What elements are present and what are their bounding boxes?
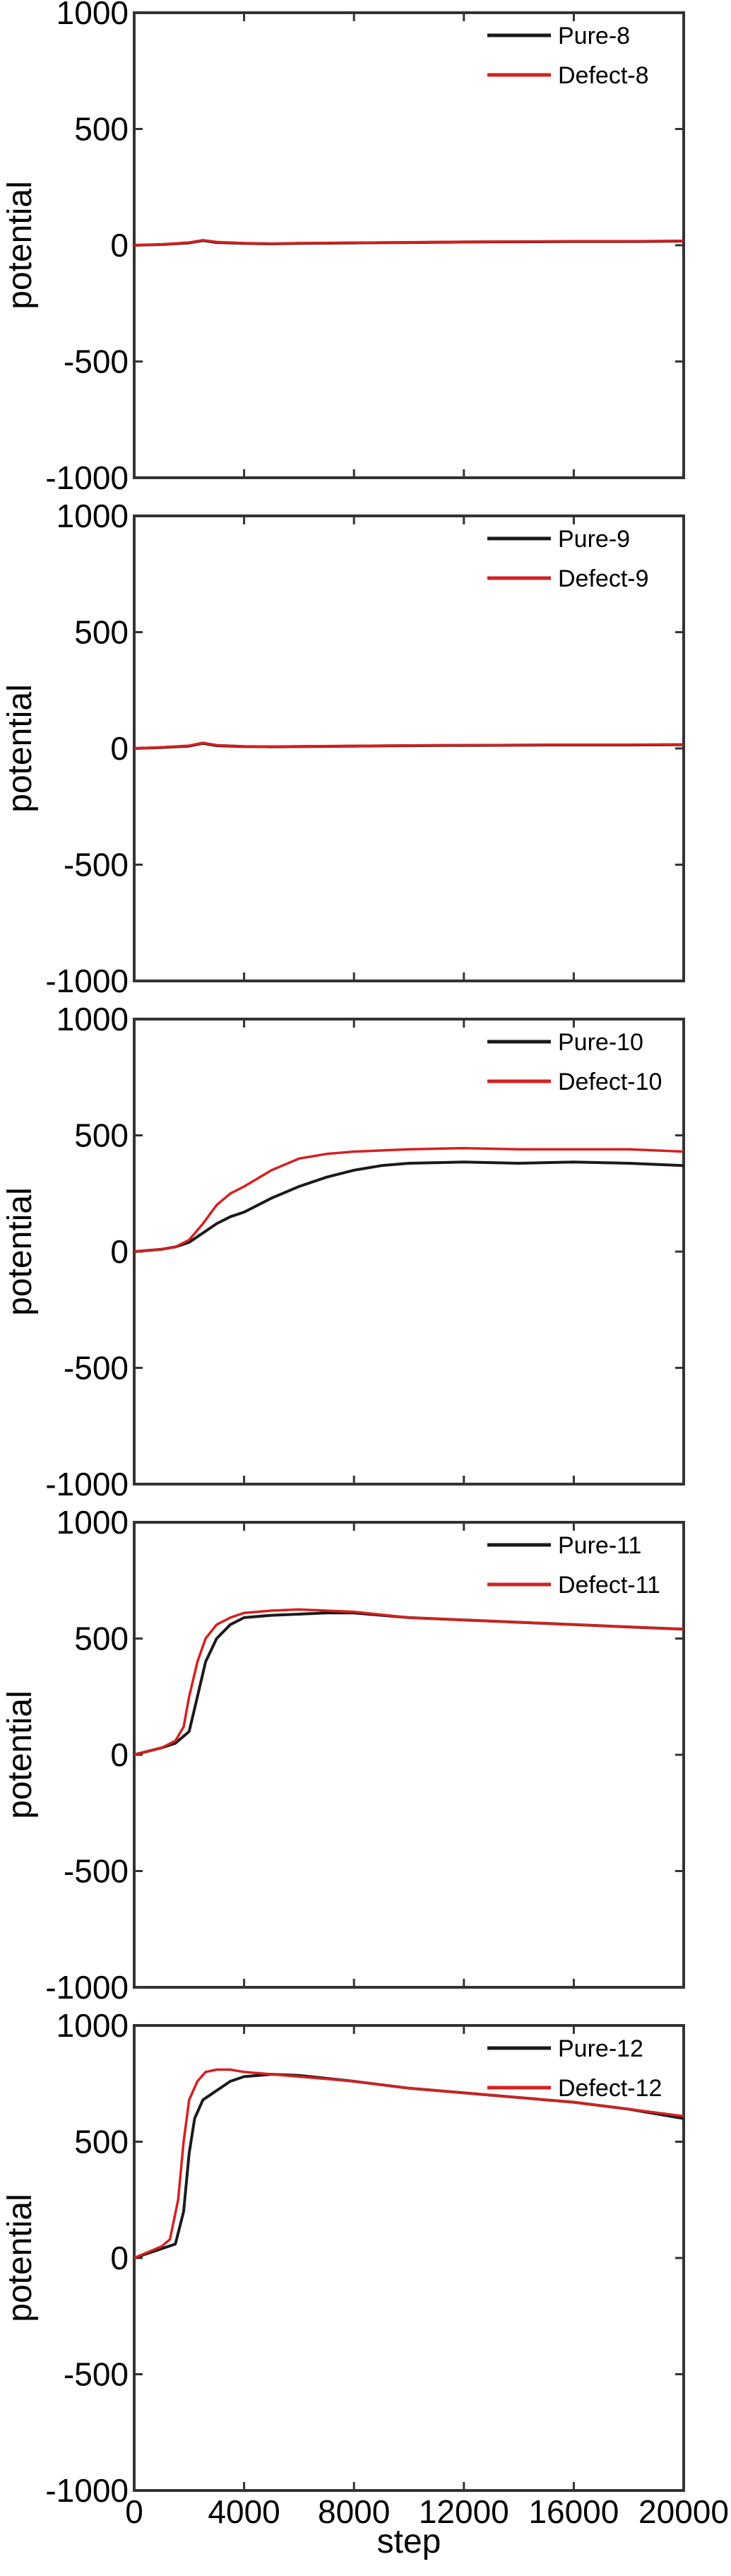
y-tick-label: -1000 (45, 459, 129, 496)
y-tick-label: -500 (64, 2356, 129, 2393)
chart-panel-4: -1000 -500 0 500 1000 potential Pure-11 Defect-… (1, 1504, 685, 2006)
legend-label: Defect-8 (558, 62, 649, 89)
y-tick-label: -500 (64, 1350, 129, 1387)
y-tick-label: -1000 (45, 963, 129, 999)
y-tick-label: -1000 (45, 1969, 129, 2006)
series-line-pure-11 (133, 1611, 684, 1756)
legend-label: Defect-9 (558, 565, 649, 592)
legend-label: Defect-10 (558, 1069, 662, 1095)
series-line-defect-9 (133, 741, 684, 750)
series-line-defect-8 (133, 239, 684, 247)
y-tick-label: -500 (64, 847, 129, 883)
x-tick-label: 20000 (638, 2493, 729, 2530)
series-line-defect-12 (133, 2068, 684, 2259)
legend-label: Pure-10 (558, 1029, 643, 1056)
legend-label: Pure-9 (558, 526, 630, 553)
x-tick-label: 0 (125, 2493, 143, 2530)
legend-label: Defect-12 (558, 2075, 662, 2102)
y-tick-label: -1000 (45, 1466, 129, 1502)
legend-label: Pure-8 (558, 23, 630, 49)
y-tick-label: -500 (64, 1853, 129, 1890)
y-tick-label: 0 (110, 730, 129, 767)
legend-label: Pure-12 (558, 2035, 643, 2062)
y-tick-label: 500 (74, 1117, 129, 1154)
y-tick-label: 1000 (57, 0, 129, 31)
y-tick-label: 500 (74, 2124, 129, 2160)
y-tick-label: 500 (74, 111, 129, 148)
x-axis-label: step (377, 2523, 441, 2560)
y-tick-label: 0 (110, 2240, 129, 2276)
legend-label: Defect-11 (558, 1572, 660, 1599)
x-tick-label: 4000 (208, 2493, 280, 2530)
y-axis-label: potential (1, 1690, 39, 1818)
y-tick-label: -500 (64, 343, 129, 380)
series-line-defect-10 (133, 1146, 684, 1253)
series-line-pure-12 (133, 2073, 684, 2259)
y-tick-label: 0 (110, 227, 129, 264)
y-axis-label: potential (1, 181, 39, 309)
chart-panel-1: -1000 -500 0 500 1000 potential Pure-8 Defect-8 (1, 0, 685, 496)
x-tick-label: 8000 (318, 2493, 390, 2530)
legend-label: Pure-11 (558, 1532, 641, 1559)
chart-panel-3: -1000 -500 0 500 1000 potential Pure-10 Defect-… (1, 1001, 685, 1502)
y-tick-label: 500 (74, 1621, 129, 1657)
y-tick-label: 0 (110, 1233, 129, 1270)
x-tick-label: 12000 (419, 2493, 509, 2530)
series-line-defect-11 (133, 1608, 684, 1756)
y-tick-label: 0 (110, 1736, 129, 1773)
y-tick-label: 500 (74, 614, 129, 651)
y-tick-label: -1000 (45, 2472, 129, 2509)
y-axis-label: potential (1, 684, 39, 812)
y-tick-label: 1000 (57, 1504, 129, 1541)
chart-panel-2: -1000 -500 0 500 1000 potential Pure-9 Defect-9 (1, 498, 685, 999)
y-tick-label: 1000 (57, 2007, 129, 2044)
y-axis-label: potential (1, 2194, 39, 2322)
y-tick-label: 1000 (57, 1001, 129, 1037)
x-tick-label: 16000 (528, 2493, 619, 2530)
series-line-pure-10 (133, 1160, 684, 1253)
y-axis-label: potential (1, 1187, 39, 1315)
chart-panel-5: -1000 -500 0 500 1000 0 4000 8000 12000 16000 2000… (1, 2007, 729, 2560)
y-tick-label: 1000 (57, 498, 129, 534)
